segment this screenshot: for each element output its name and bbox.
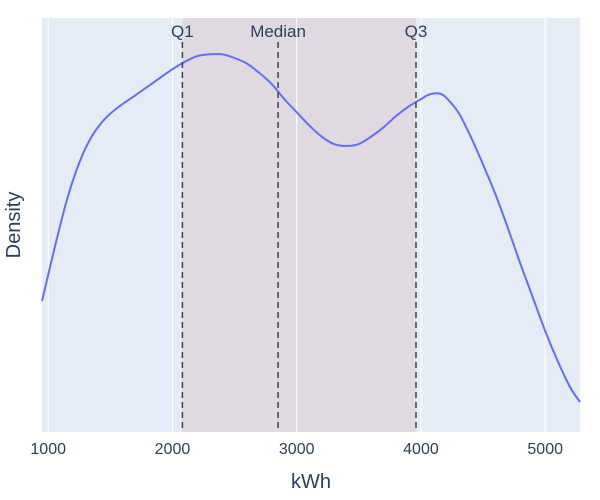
density-curve xyxy=(41,52,581,403)
x-tick-label: 4000 xyxy=(403,441,439,458)
vertical-gridlines xyxy=(47,18,546,432)
x-axis-ticks: 1000 2000 3000 4000 5000 xyxy=(30,441,563,458)
x-tick-label: 3000 xyxy=(279,441,315,458)
interquartile-band xyxy=(182,18,416,432)
x-tick-label: 5000 xyxy=(527,441,563,458)
annotation-label-q3: Q3 xyxy=(405,22,428,41)
x-tick-label: 1000 xyxy=(30,441,66,458)
annotation-label-q1: Q1 xyxy=(171,22,194,41)
y-axis-title: Density xyxy=(3,192,25,259)
quartile-annotations: Q1 Median Q3 xyxy=(171,22,427,432)
annotation-label-median: Median xyxy=(250,22,306,41)
x-tick-label: 2000 xyxy=(155,441,191,458)
plot-area xyxy=(42,18,580,432)
x-axis-title: kWh xyxy=(291,471,331,493)
